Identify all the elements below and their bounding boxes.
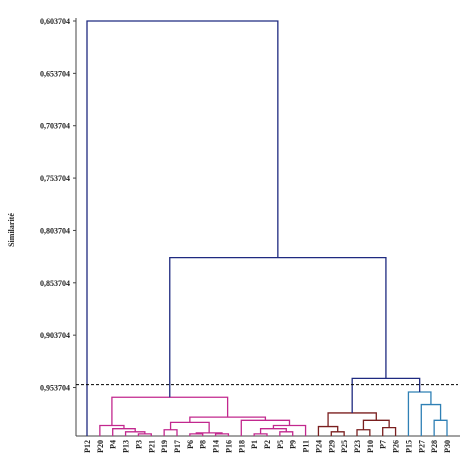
leaf-label: P17 bbox=[173, 440, 182, 453]
leaf-label: P6 bbox=[186, 440, 195, 449]
dendrogram-link bbox=[356, 429, 371, 436]
dendrogram-link bbox=[99, 424, 125, 436]
y-tick-label: 0,903704 bbox=[40, 331, 70, 340]
leaf-label: P12 bbox=[83, 440, 92, 453]
dendrogram-link bbox=[163, 429, 178, 436]
dendrogram-link bbox=[362, 419, 390, 430]
dendrogram-link bbox=[351, 377, 421, 413]
y-tick-label: 0,953704 bbox=[40, 384, 70, 393]
leaf-label: P4 bbox=[109, 440, 118, 449]
y-axis-label: Similarité bbox=[7, 213, 16, 247]
leaf-label: P25 bbox=[340, 440, 349, 453]
dendrogram-link bbox=[137, 433, 152, 436]
dendrogram-link bbox=[279, 431, 294, 436]
dendrogram-link bbox=[382, 426, 397, 436]
leaf-label: P30 bbox=[443, 440, 452, 453]
dendrogram-link bbox=[253, 433, 268, 436]
leaf-label: P28 bbox=[430, 440, 439, 453]
leaf-label: P1 bbox=[250, 440, 259, 449]
dendrogram-link bbox=[272, 424, 307, 436]
leaf-label: P26 bbox=[392, 440, 401, 453]
leaf-label: P27 bbox=[417, 440, 426, 453]
leaf-label: P20 bbox=[96, 440, 105, 453]
dendrogram-link bbox=[112, 428, 136, 436]
y-tick-label: 0,803704 bbox=[40, 226, 70, 235]
dendrogram-link bbox=[111, 396, 229, 426]
y-tick-label: 0,653704 bbox=[40, 69, 70, 78]
leaf-label: P7 bbox=[379, 440, 388, 449]
leaf-label: P24 bbox=[314, 440, 323, 453]
dendrogram-link bbox=[407, 391, 432, 436]
y-tick-label: 0,603704 bbox=[40, 17, 70, 26]
leaf-label: P9 bbox=[289, 440, 298, 449]
leaf-label: P16 bbox=[224, 440, 233, 453]
leaf-label: P23 bbox=[353, 440, 362, 453]
y-tick-label: 0,703704 bbox=[40, 122, 70, 131]
leaf-label: P19 bbox=[160, 440, 169, 453]
dendrogram-link bbox=[214, 433, 230, 436]
leaf-label: P18 bbox=[237, 440, 246, 453]
leaf-label: P29 bbox=[327, 440, 336, 453]
dendrogram-link bbox=[259, 428, 287, 434]
leaf-label: P11 bbox=[302, 440, 311, 452]
leaf-label: P21 bbox=[147, 440, 156, 453]
leaf-label: P8 bbox=[199, 440, 208, 449]
leaf-label: P2 bbox=[263, 440, 272, 449]
leaf-label: P3 bbox=[134, 440, 143, 449]
leaf-label: P10 bbox=[366, 440, 375, 453]
leaf-label: P15 bbox=[404, 440, 413, 453]
y-tick-label: 0,853704 bbox=[40, 279, 70, 288]
dendrogram-link bbox=[433, 419, 448, 436]
dendrogram-link bbox=[86, 20, 279, 436]
y-tick-label: 0,753704 bbox=[40, 174, 70, 183]
leaf-label: P5 bbox=[276, 440, 285, 449]
leaf-label: P13 bbox=[122, 440, 131, 453]
dendrogram-link bbox=[327, 412, 377, 427]
dendrogram-link bbox=[330, 431, 345, 436]
dendrogram-link bbox=[189, 433, 204, 436]
dendrogram-link bbox=[169, 257, 387, 398]
leaf-label: P14 bbox=[212, 440, 221, 453]
